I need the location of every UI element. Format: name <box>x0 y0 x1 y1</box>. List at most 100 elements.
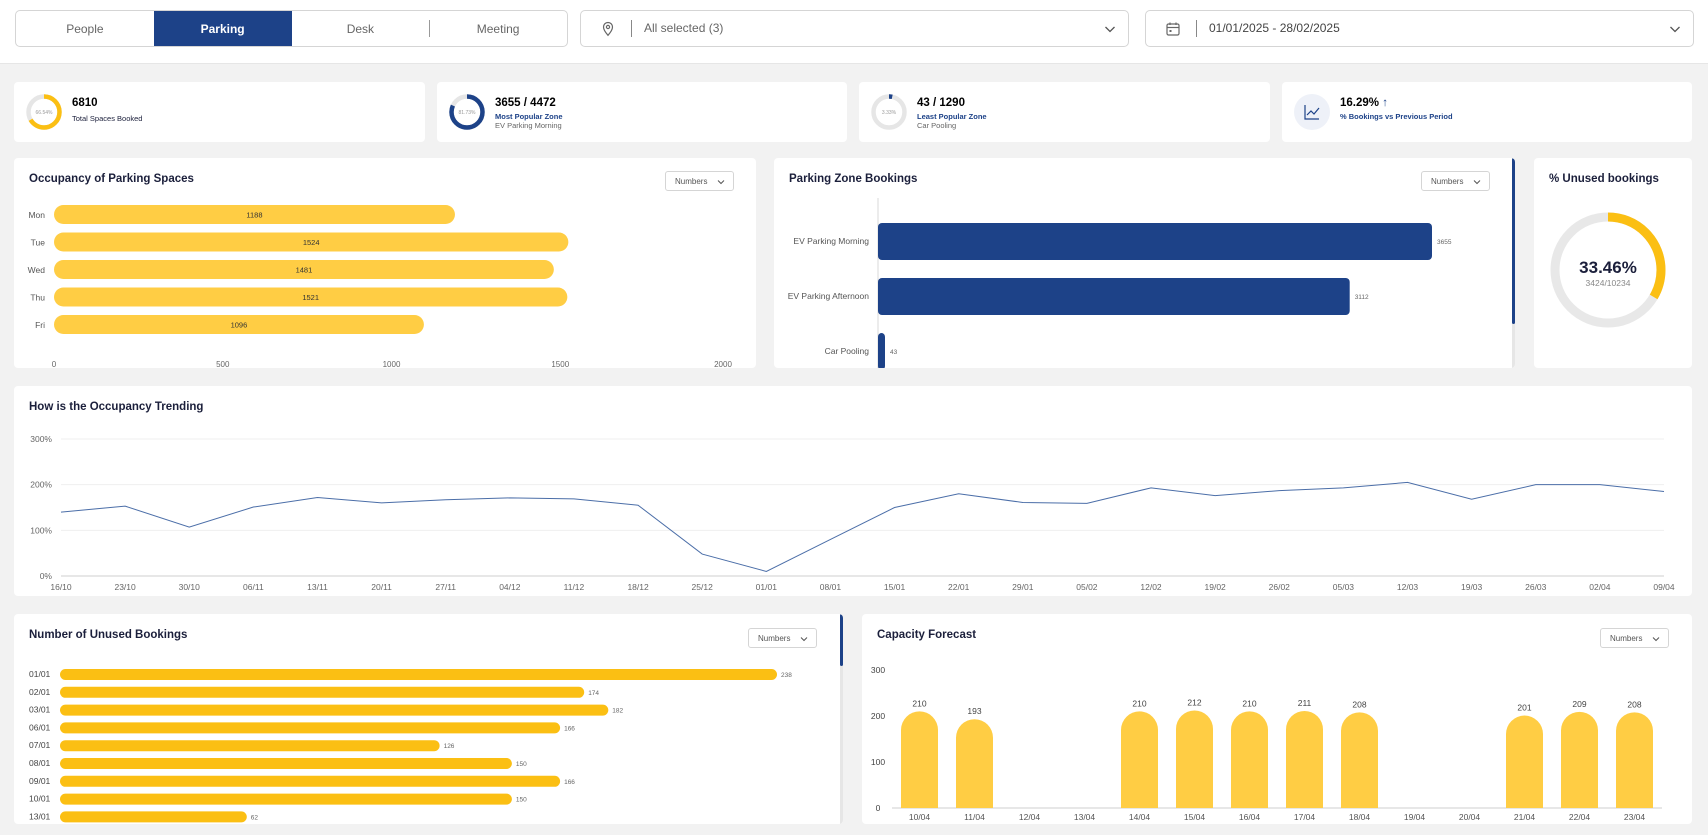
x-tick-label: 27/11 <box>435 582 456 592</box>
tab-parking[interactable]: Parking <box>153 11 292 46</box>
map-pin-icon <box>602 21 614 37</box>
unused-units-dropdown[interactable]: Numbers <box>748 628 817 648</box>
kpi-donut: 66.54% <box>26 94 62 130</box>
bar <box>901 711 938 808</box>
x-tick-label: 18/12 <box>627 582 649 592</box>
bar-value-label: 212 <box>1187 697 1201 707</box>
chevron-down-icon <box>1670 26 1680 33</box>
bar-value-label: 43 <box>890 349 898 356</box>
x-tick-label: 05/02 <box>1076 582 1098 592</box>
x-tick-label: 20/11 <box>371 582 392 592</box>
occupancy-trend-line-chart: 0% 100% 200% 300% 16/10 23/10 30/10 06/11 13/11 2… <box>30 434 1675 592</box>
zone-bar-chart: EV Parking Morning 3655 EV Parking Afterno… <box>788 198 1452 368</box>
kpi-donut-arc <box>26 94 62 130</box>
x-tick-label: 13/11 <box>307 582 328 592</box>
y-tick-label: 07/01 <box>29 740 51 750</box>
x-tick-label: 19/02 <box>1205 582 1227 592</box>
location-select[interactable]: All selected (3) <box>580 10 1129 47</box>
x-tick-label: 2000 <box>714 360 732 368</box>
y-tick-label: 300% <box>30 434 52 444</box>
unused-scrollbar-thumb[interactable] <box>840 614 843 666</box>
tab-meeting[interactable]: Meeting <box>429 11 567 46</box>
bar-value-label: 208 <box>1627 699 1641 709</box>
occupancy-trend-card: How is the Occupancy Trending 0% 100% 200%… <box>14 386 1692 596</box>
tab-label: Meeting <box>476 21 520 36</box>
kpi-sub-label: Car Pooling <box>917 121 957 130</box>
kpi-label: Total Spaces Booked <box>72 114 143 123</box>
chevron-down-icon <box>1473 180 1481 185</box>
x-tick-label: 23/10 <box>114 582 136 592</box>
bar <box>1286 710 1323 808</box>
unused-percent-value: 33.46% <box>1579 258 1637 277</box>
card-title: % Unused bookings <box>1549 173 1659 185</box>
card-title: Parking Zone Bookings <box>789 173 918 185</box>
kpi-card-least-popular: 3.33% 43 / 1290 Least Popular Zone Car P… <box>859 82 1270 142</box>
y-tick-label: Fri <box>35 320 45 330</box>
x-tick-label: 23/04 <box>1624 812 1646 822</box>
kpi-donut: 81.73% <box>449 94 485 130</box>
bar-value-label: 210 <box>1242 698 1256 708</box>
kpi-donut-label: 3.33% <box>882 110 897 116</box>
bar-value-label: 174 <box>588 690 599 697</box>
bar <box>1561 711 1598 808</box>
x-tick-label: 09/04 <box>1653 582 1675 592</box>
forecast-units-dropdown[interactable]: Numbers <box>1600 628 1669 648</box>
bar-value-label: 238 <box>781 672 792 679</box>
y-tick-label: 03/01 <box>29 705 51 715</box>
dropdown-value: Numbers <box>1610 634 1643 643</box>
kpi-donut: 3.33% <box>871 94 907 130</box>
unused-count-card: Number of Unused Bookings Numbers 01/01 2… <box>14 614 843 824</box>
occupancy-units-dropdown[interactable]: Numbers <box>665 171 734 191</box>
x-tick-label: 16/10 <box>50 582 72 592</box>
x-tick-label: 19/04 <box>1404 812 1426 822</box>
x-tick-label: 11/12 <box>564 582 585 592</box>
kpi-value-number: 16.29% <box>1340 97 1380 109</box>
x-tick-label: 1000 <box>383 360 401 368</box>
y-tick-label: 200% <box>30 480 52 490</box>
y-tick-label: Car Pooling <box>825 346 870 356</box>
x-tick-label: 20/04 <box>1459 812 1481 822</box>
kpi-value: 43 / 1290 <box>917 97 965 109</box>
zone-units-dropdown[interactable]: Numbers <box>1421 171 1490 191</box>
kpi-label: Most Popular Zone <box>495 112 563 121</box>
unused-scrollbar-track[interactable] <box>840 614 843 824</box>
location-select-value: All selected (3) <box>644 21 724 35</box>
tab-label: Parking <box>200 21 245 36</box>
bar-value-label: 3655 <box>1437 239 1452 246</box>
y-tick-label: 200 <box>871 711 885 721</box>
bar <box>60 758 512 769</box>
tab-desk[interactable]: Desk <box>292 11 430 46</box>
kpi-label: % Bookings vs Previous Period <box>1340 112 1453 121</box>
date-range-select[interactable]: 01/01/2025 - 28/02/2025 <box>1145 10 1694 47</box>
chevron-down-icon <box>800 637 808 642</box>
kpi-card-most-popular: 81.73% 3655 / 4472 Most Popular Zone EV … <box>437 82 847 142</box>
bar-value-label: 210 <box>1132 698 1146 708</box>
y-tick-label: 100% <box>30 525 52 535</box>
bar <box>60 722 561 734</box>
y-tick-label: 0 <box>876 803 881 813</box>
x-tick-label: 02/04 <box>1589 582 1611 592</box>
bar-value-label: 210 <box>912 698 926 708</box>
bar <box>60 740 440 752</box>
bar <box>1231 711 1268 808</box>
bar <box>54 287 568 307</box>
y-tick-label: 02/01 <box>29 687 51 697</box>
zone-scrollbar-thumb[interactable] <box>1512 158 1515 324</box>
x-tick-label: 26/02 <box>1269 582 1291 592</box>
x-tick-label: 06/11 <box>243 582 264 592</box>
y-tick-label: 10/01 <box>29 794 51 804</box>
x-tick-label: 15/01 <box>884 582 906 592</box>
x-tick-label: 500 <box>216 360 230 368</box>
unused-bar-chart: 01/01 238 02/01 174 03/01 182 06/01 166 07/01 126… <box>29 669 792 823</box>
y-tick-label: Mon <box>28 210 45 220</box>
bar-value-label: 182 <box>612 708 623 715</box>
bar-value-label: 193 <box>967 706 981 716</box>
tab-people[interactable]: People <box>16 11 154 46</box>
bar-value-label: 166 <box>564 725 575 732</box>
unused-percent-arc <box>1550 212 1666 328</box>
select-divider <box>631 20 632 37</box>
card-title: Number of Unused Bookings <box>29 629 188 641</box>
kpi-card-vs-previous: 16.29% ↑ % Bookings vs Previous Period <box>1282 82 1692 142</box>
x-tick-label: 13/04 <box>1074 812 1096 822</box>
y-tick-label: Tue <box>31 238 46 248</box>
